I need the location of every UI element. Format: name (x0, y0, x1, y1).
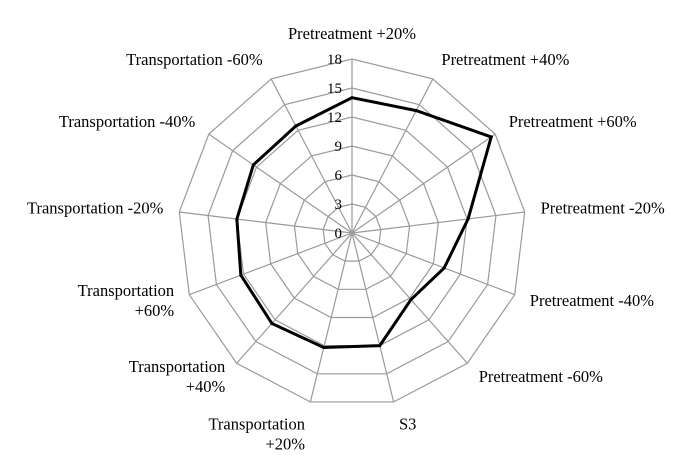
data-point (251, 163, 255, 167)
data-point (322, 346, 326, 350)
label-layer: Pretreatment +20% Pretreatment +40% Pretre… (27, 24, 665, 454)
category-label: Pretreatment +40% (441, 50, 569, 69)
category-label: Transportation +40% (129, 357, 226, 396)
data-point (350, 96, 354, 100)
category-label: Pretreatment +60% (509, 112, 637, 131)
spoke-line (270, 78, 353, 234)
tick-label: 18 (327, 52, 342, 68)
data-point (489, 135, 493, 139)
tick-label: 6 (335, 168, 343, 184)
spoke-line (179, 211, 353, 234)
grid-ring (178, 58, 526, 403)
spoke-line (351, 211, 525, 234)
grid-layer (178, 58, 526, 403)
grid-ring (265, 145, 439, 319)
category-label: Pretreatment -60% (479, 367, 603, 386)
category-label: Transportation -60% (126, 50, 263, 69)
tick-layer: 0 3 6 9 12 15 18 (327, 52, 343, 242)
spoke-line (351, 232, 515, 296)
spoke-line (189, 232, 353, 296)
category-label: Transportation +20% (208, 415, 305, 454)
spoke-line (208, 133, 353, 234)
category-label: Transportation -20% (27, 199, 164, 218)
data-point (294, 124, 298, 128)
data-point (466, 217, 470, 221)
grid-ring (322, 203, 382, 262)
tick-label: 9 (335, 139, 343, 155)
spoke-line (236, 232, 353, 364)
category-label: Pretreatment +20% (288, 24, 416, 43)
series-line (235, 96, 494, 350)
spoke-line (351, 133, 496, 234)
category-label: Pretreatment -40% (530, 291, 654, 310)
spoke-line (309, 232, 353, 403)
category-label: Pretreatment -20% (541, 199, 665, 218)
data-point (442, 266, 446, 270)
data-point (414, 109, 418, 113)
category-label: S3 (399, 415, 416, 434)
tick-label: 0 (335, 226, 343, 242)
spoke-line (351, 232, 468, 364)
data-point (239, 273, 243, 277)
spoke-line (351, 78, 434, 234)
data-point (378, 344, 382, 348)
tick-label: 12 (327, 110, 342, 126)
spoke-line (351, 232, 395, 403)
tick-label: 3 (335, 197, 343, 213)
category-label: Transportation +60% (78, 281, 175, 320)
data-point (409, 298, 413, 302)
data-point (270, 321, 274, 325)
grid-ring (293, 174, 411, 290)
grid-ring (207, 87, 497, 375)
data-point (235, 217, 239, 221)
series-layer (235, 96, 494, 350)
tick-label: 15 (327, 81, 342, 97)
category-label: Transportation -40% (59, 112, 196, 131)
